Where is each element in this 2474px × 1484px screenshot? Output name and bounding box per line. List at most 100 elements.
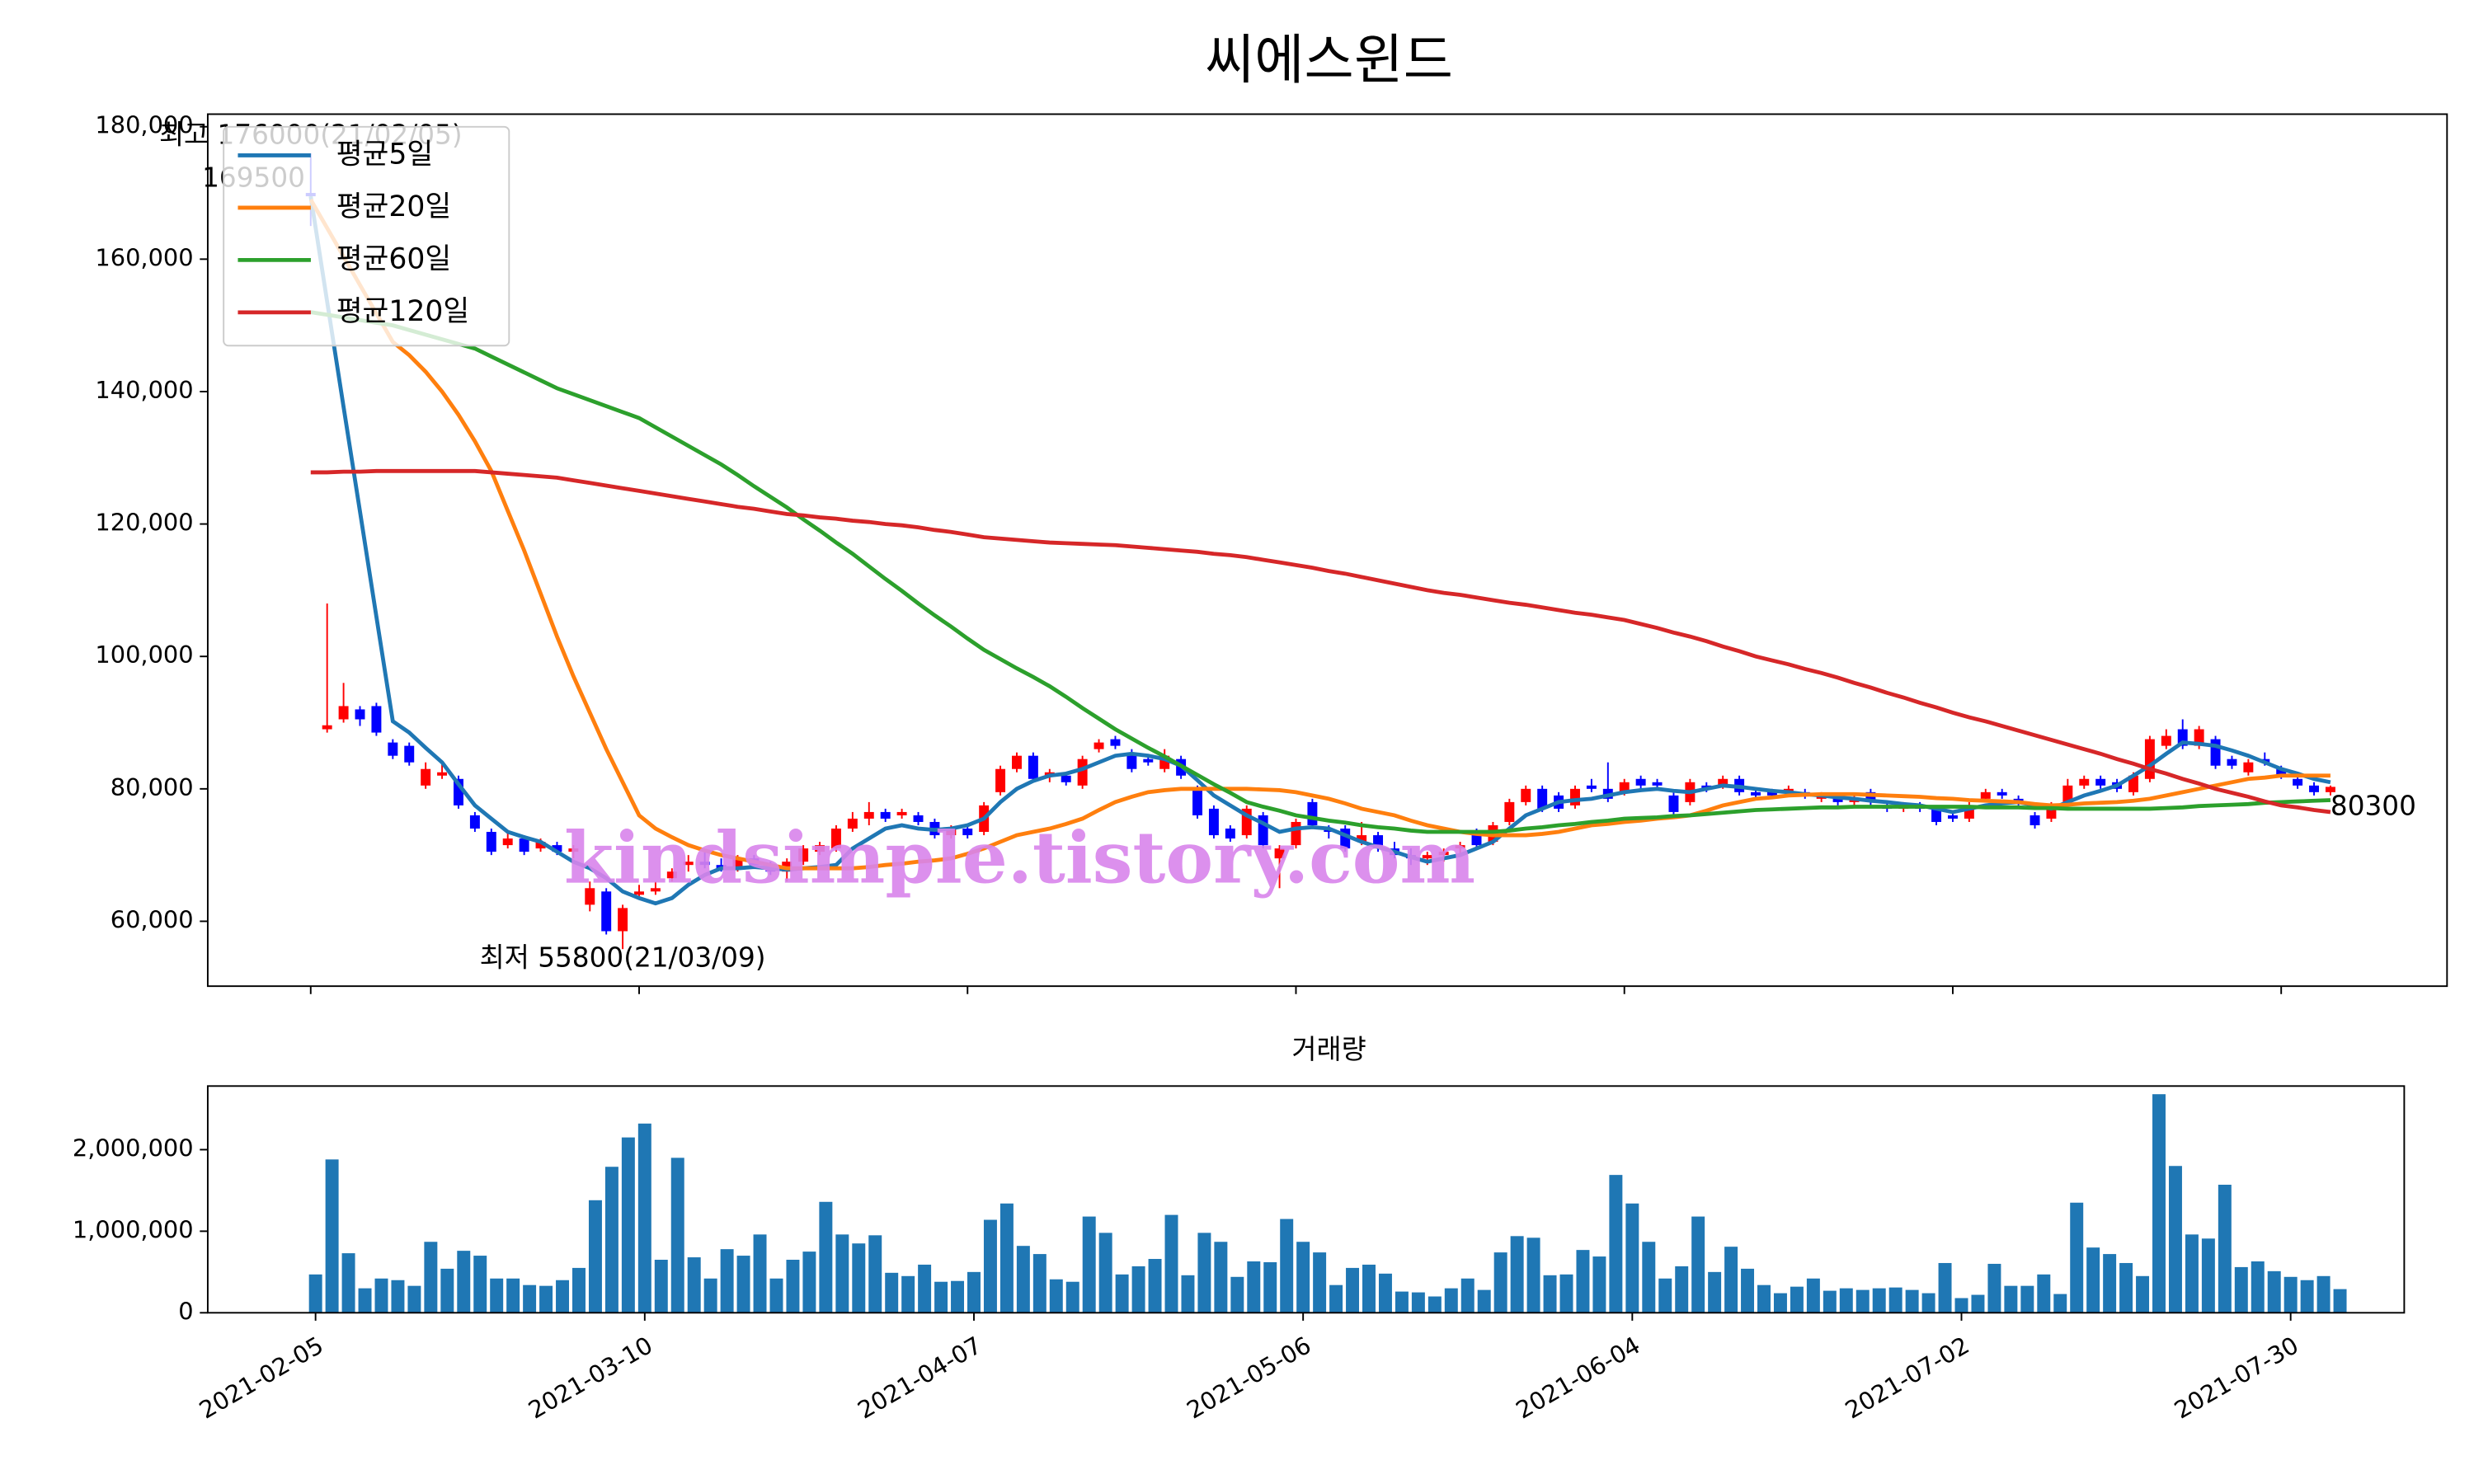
volume-bar <box>786 1260 800 1313</box>
candle-body <box>830 829 841 849</box>
volume-bar <box>1098 1233 1112 1313</box>
volume-bar <box>1197 1233 1211 1313</box>
candle-body <box>1586 785 1597 789</box>
candle-body <box>863 811 874 819</box>
candle-body <box>1225 829 1235 839</box>
volume-bar <box>1576 1250 1590 1313</box>
moving-average-line <box>308 195 2331 906</box>
volume-bar <box>703 1278 717 1313</box>
y-tick-label: 100,000 <box>95 641 193 669</box>
candle-body <box>798 848 809 862</box>
volume-bar <box>967 1271 981 1313</box>
volume-bar <box>753 1234 767 1313</box>
candle-body <box>650 888 661 892</box>
volume-bar <box>2185 1234 2199 1313</box>
volume-bar <box>506 1278 520 1313</box>
volume-bar <box>556 1280 570 1313</box>
candle-body <box>1521 788 1531 802</box>
legend-label: 평균120일 <box>336 295 470 328</box>
legend-label: 평균20일 <box>336 190 452 223</box>
volume-bar <box>358 1288 372 1313</box>
candle-body <box>1012 755 1022 769</box>
volume-bar <box>490 1278 504 1313</box>
volume-bar <box>1806 1278 1820 1313</box>
candle-body <box>1865 791 1876 802</box>
volume-bar <box>1691 1216 1705 1313</box>
candle-body <box>601 891 612 932</box>
volume-bar <box>1148 1259 1162 1313</box>
volume-bar <box>736 1256 750 1313</box>
axes-frame <box>206 1085 2406 1314</box>
candle-body <box>2325 787 2335 792</box>
min-annotation: 최저 55800(21/03/09) <box>480 942 766 973</box>
candle-body <box>896 811 907 815</box>
volume-bar <box>2201 1238 2215 1313</box>
volume-bar <box>1872 1288 1886 1313</box>
candle-body <box>634 891 644 895</box>
candle-body <box>1931 808 1942 822</box>
volume-bar <box>440 1268 454 1313</box>
candle-body <box>1504 801 1515 822</box>
volume-bar <box>1362 1264 1376 1313</box>
volume-bar <box>885 1272 899 1313</box>
volume-bar <box>1477 1289 1491 1313</box>
volume-bar <box>1214 1242 1228 1313</box>
candle-body <box>2062 785 2073 802</box>
volume-bar <box>2020 1285 2034 1313</box>
moving-average-line <box>308 198 2331 871</box>
candle-body <box>1619 782 1630 792</box>
volume-bar <box>1032 1254 1047 1313</box>
candle-body <box>1241 808 1252 836</box>
volume-bar <box>934 1281 948 1313</box>
volume-bar <box>1526 1237 1540 1313</box>
volume-bar <box>918 1264 932 1313</box>
volume-bar <box>2284 1276 2298 1313</box>
volume-bar <box>1378 1273 1392 1313</box>
volume-bar <box>1049 1279 1063 1313</box>
candle-body <box>519 838 529 852</box>
candle-body <box>699 862 710 866</box>
volume-bar <box>1954 1298 1968 1313</box>
volume-bar <box>1971 1294 1985 1313</box>
candle-body <box>1438 852 1449 856</box>
volume-bar <box>374 1278 388 1313</box>
volume-bar <box>1708 1271 1722 1313</box>
volume-bar <box>1247 1261 1261 1313</box>
volume-bar <box>2267 1270 2281 1313</box>
volume-bar <box>1888 1287 1903 1313</box>
candle-body <box>1159 755 1170 769</box>
y-tick-label: 120,000 <box>95 509 193 537</box>
volume-bar <box>2234 1266 2248 1313</box>
volume-bar <box>457 1251 471 1313</box>
volume-bar <box>1164 1214 1178 1313</box>
candle-body <box>1061 775 1071 782</box>
volume-bar <box>687 1257 701 1313</box>
volume-bar <box>1263 1261 1277 1313</box>
volume-bar <box>588 1200 602 1313</box>
volume-bar <box>407 1285 421 1313</box>
moving-average-line <box>310 468 2331 815</box>
volume-bar <box>1115 1274 1129 1313</box>
volume-bar <box>2168 1166 2182 1313</box>
candle-body <box>2128 775 2138 792</box>
volume-bar <box>1675 1266 1689 1313</box>
candle-body <box>338 706 349 720</box>
y-tick-label: 160,000 <box>95 243 193 271</box>
volume-bar <box>1510 1236 1524 1313</box>
volume-bar <box>819 1201 833 1313</box>
volume-bar <box>1230 1276 1244 1313</box>
volume-bar <box>1609 1175 1623 1313</box>
candle-body <box>815 845 825 852</box>
volume-bar <box>720 1249 734 1313</box>
candle-body <box>1668 795 1679 812</box>
axes-frame <box>206 113 2448 988</box>
candle-body <box>732 858 743 869</box>
candle-body <box>1094 742 1104 749</box>
candle-body <box>2177 729 2188 746</box>
candle-body <box>995 768 1006 792</box>
volume-bar <box>1082 1216 1096 1313</box>
candle-body <box>683 862 694 866</box>
volume-bar <box>1460 1278 1475 1313</box>
candle-body <box>1274 848 1285 859</box>
candle-body <box>1077 758 1088 786</box>
